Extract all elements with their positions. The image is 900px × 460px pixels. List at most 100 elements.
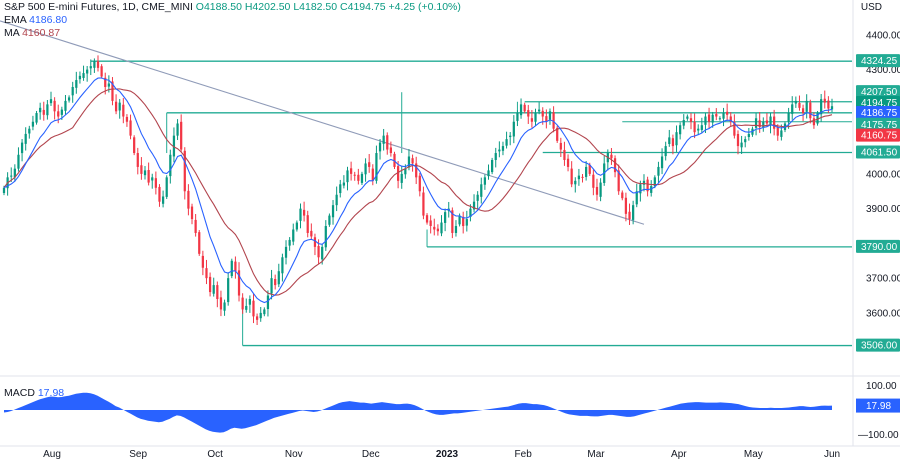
candle <box>154 171 157 195</box>
candle <box>396 160 400 189</box>
candle <box>603 156 606 186</box>
close-value: C4194.75 <box>340 1 386 13</box>
change-value: +4.25 (+0.10%) <box>388 1 461 13</box>
candle <box>349 161 353 181</box>
candle <box>480 177 483 204</box>
candle <box>830 98 834 113</box>
candle <box>740 135 743 155</box>
ma-row[interactable]: MA 4160.87 <box>4 27 461 40</box>
candle <box>509 132 512 146</box>
candle <box>133 135 136 156</box>
candle <box>364 158 367 182</box>
candle <box>339 179 342 198</box>
candle <box>610 148 613 165</box>
candle <box>277 263 280 288</box>
candle <box>462 211 465 234</box>
candle <box>689 113 693 130</box>
candle <box>360 171 364 186</box>
candle <box>122 98 125 124</box>
ema-line <box>3 77 833 304</box>
x-tick-label: Apr <box>671 449 687 460</box>
candle <box>78 71 82 84</box>
price-label-text: 3790.00 <box>861 242 898 253</box>
candle <box>476 191 479 210</box>
ema-value: 4186.80 <box>29 14 68 26</box>
candle <box>208 272 212 297</box>
candle <box>454 220 458 237</box>
macd-legend[interactable]: MACD 17.98 <box>4 387 64 399</box>
candle <box>538 102 541 115</box>
candle <box>523 102 526 114</box>
candle <box>46 99 49 120</box>
price-axis: 4400.00 4300.00 4000.00 3900.00 3700.00 3600.… <box>856 30 900 441</box>
price-label-text: 4175.75 <box>861 120 898 131</box>
price-label-text: 4061.50 <box>861 148 898 159</box>
candle <box>201 250 204 276</box>
candle <box>31 115 35 131</box>
ema-row[interactable]: EMA 4186.80 <box>4 14 461 27</box>
candle <box>715 108 718 121</box>
candle <box>664 141 667 161</box>
candle <box>42 101 45 121</box>
price-label-level: 4207.50 <box>856 85 900 99</box>
candle <box>64 94 67 115</box>
candle <box>534 108 537 127</box>
downtrend-line <box>0 20 645 225</box>
candle <box>313 233 317 256</box>
candle <box>433 218 436 236</box>
candle <box>245 298 248 313</box>
candle <box>668 129 671 147</box>
candle <box>39 102 42 120</box>
candle <box>436 224 440 236</box>
candle <box>552 106 555 133</box>
candle <box>415 156 418 185</box>
candle <box>798 95 801 111</box>
candle <box>96 55 100 72</box>
open-value: O4188.50 <box>195 1 242 13</box>
price-label-text: 3506.00 <box>861 341 898 352</box>
candle <box>111 77 114 106</box>
candle <box>342 175 345 189</box>
x-tick-label: Feb <box>515 449 533 460</box>
candle <box>577 168 581 186</box>
candle <box>794 96 797 108</box>
candle <box>574 177 577 193</box>
y-tick-label: 4400.00 <box>866 30 900 41</box>
candle <box>487 164 490 180</box>
candle <box>255 313 259 326</box>
candle <box>382 128 385 151</box>
candle <box>635 183 638 208</box>
candle <box>624 192 628 222</box>
price-label-close: 4194.75 <box>856 95 900 109</box>
price-label-text: 4207.50 <box>861 87 898 98</box>
candle <box>599 178 602 202</box>
candle <box>67 95 71 103</box>
candle <box>292 223 295 246</box>
candle <box>823 90 826 109</box>
candle <box>172 127 176 163</box>
candle <box>686 114 689 121</box>
candle <box>299 203 302 229</box>
x-tick-label: Aug <box>43 449 61 460</box>
candle <box>472 194 476 213</box>
candle <box>595 178 599 201</box>
x-tick-label: 2023 <box>436 449 459 460</box>
candle <box>400 165 403 189</box>
candle <box>769 112 772 134</box>
candle <box>809 99 812 124</box>
candle <box>505 131 508 149</box>
candle <box>657 161 660 184</box>
candle <box>24 127 27 151</box>
candle <box>241 293 244 314</box>
candle <box>592 169 595 196</box>
candle <box>556 125 559 143</box>
grid <box>0 0 900 447</box>
price-label-level: 4175.75 <box>856 117 900 131</box>
ma-value: 4160.87 <box>22 27 61 39</box>
candle <box>773 109 776 136</box>
candle <box>248 295 251 313</box>
candle <box>136 147 139 175</box>
candle <box>679 122 682 140</box>
candle <box>295 220 298 232</box>
